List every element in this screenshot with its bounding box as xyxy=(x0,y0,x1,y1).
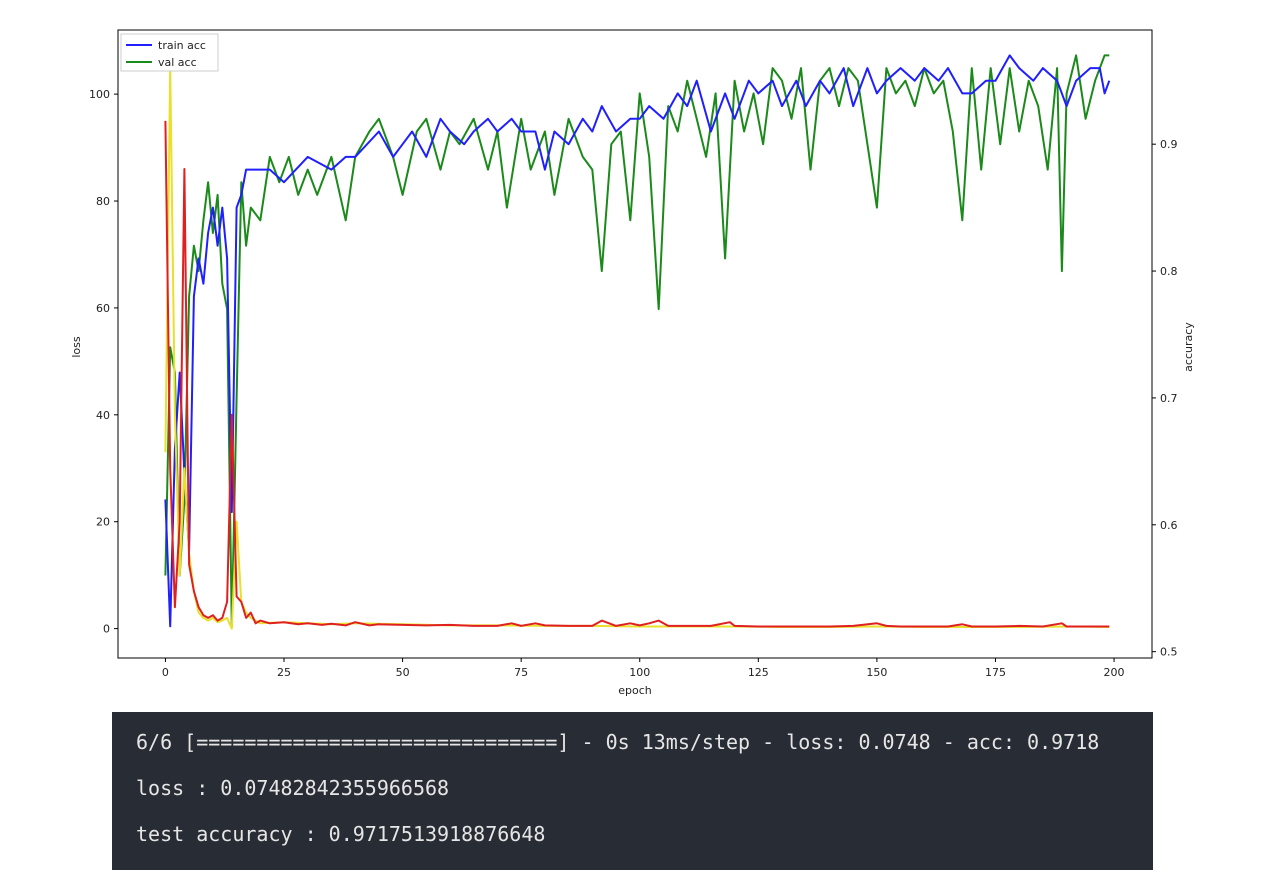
console-line-eval-progress: 6/6 [==============================] - 0… xyxy=(136,730,1100,754)
y-right-tick-label: 0.8 xyxy=(1160,265,1178,278)
y-left-tick-label: 40 xyxy=(96,409,110,422)
y-axis-label-right: accuracy xyxy=(1182,322,1195,372)
x-tick-label: 50 xyxy=(396,666,410,679)
y-right-tick-label: 0.9 xyxy=(1160,138,1178,151)
console-line-test-accuracy: test accuracy : 0.9717513918876648 xyxy=(136,822,546,846)
series-line-train-acc xyxy=(164,54,1111,628)
x-tick-label: 25 xyxy=(277,666,291,679)
series-line-line-2 xyxy=(164,66,1110,630)
y-left-tick-label: 0 xyxy=(103,623,110,636)
x-tick-label: 100 xyxy=(629,666,650,679)
plot-frame xyxy=(117,29,1153,659)
x-axis-label: epoch xyxy=(618,684,652,697)
y-left-tick-label: 60 xyxy=(96,302,110,315)
legend-box xyxy=(120,33,219,72)
series-line-val-acc xyxy=(164,54,1110,628)
x-tick-label: 125 xyxy=(748,666,769,679)
x-tick-label: 200 xyxy=(1104,666,1125,679)
tick-layer: 0 25 50 75 100 125 150 175 200 0 20 40 60 80 100 0.5 0.6… xyxy=(89,88,1178,679)
x-tick-label: 150 xyxy=(866,666,887,679)
y-axis-label-left: loss xyxy=(70,336,83,358)
y-right-tick-label: 0.7 xyxy=(1160,392,1178,405)
y-left-tick-label: 20 xyxy=(96,516,110,529)
y-left-tick-label: 80 xyxy=(96,195,110,208)
y-left-tick-label: 100 xyxy=(89,88,110,101)
legend-train-acc-label: train acc xyxy=(158,39,206,52)
series-layer xyxy=(164,54,1111,630)
x-tick-label: 0 xyxy=(162,666,169,679)
y-right-tick-label: 0.5 xyxy=(1160,646,1178,659)
legend-val-acc-label: val acc xyxy=(158,56,197,69)
legend: train acc val acc xyxy=(120,33,219,72)
training-history-chart: 0 25 50 75 100 125 150 175 200 0 20 40 60 80 100 0.5 0.6… xyxy=(70,29,1195,697)
x-tick-label: 75 xyxy=(514,666,528,679)
series-line-line-3 xyxy=(164,120,1110,628)
console-output: 6/6 [==============================] - 0… xyxy=(112,712,1153,870)
y-right-tick-label: 0.6 xyxy=(1160,519,1178,532)
console-line-loss: loss : 0.07482842355966568 xyxy=(136,776,450,800)
x-tick-label: 175 xyxy=(985,666,1006,679)
